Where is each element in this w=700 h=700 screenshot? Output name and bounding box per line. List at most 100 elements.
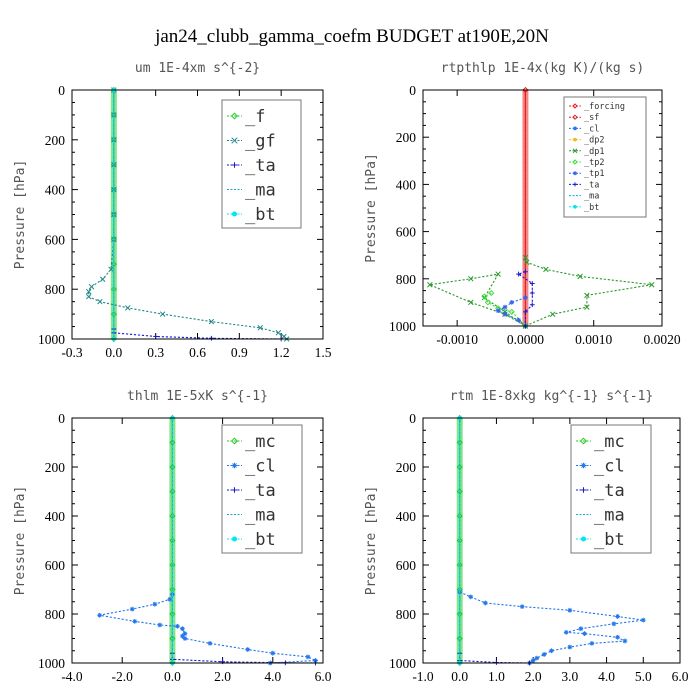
legend-marker [572,159,578,165]
series-point [468,594,474,600]
panel-title: thlm 1E-5xK s^{-1} [127,389,268,404]
x-tick-label: 0.6 [189,345,206,360]
series-point [209,335,214,341]
legend-marker [573,137,577,142]
series-point [152,601,158,607]
series-point [97,612,103,618]
legend: _mc _cl _ta _ma _bt [221,424,303,554]
x-tick-label: 1.2 [273,345,290,360]
x-tick-label: 0.0 [451,669,468,684]
y-tick-label: 200 [396,130,417,145]
legend-marker [573,171,577,176]
y-tick-label: 600 [396,225,417,240]
legend-marker [573,205,577,209]
plot-frame [422,417,681,664]
series-point [549,648,554,654]
x-tick-label: 0.0010 [575,332,612,347]
series-point [488,289,495,297]
series-point [529,290,535,296]
series-point [468,276,474,282]
series-point [180,626,185,632]
series-line [88,90,288,340]
series-point [313,658,318,663]
x-tick-label: -0.0010 [436,332,478,347]
legend-marker [230,112,239,120]
x-tick-label: 0.0 [164,669,181,684]
legend-marker [573,126,577,131]
x-tick-label: 1.0 [488,669,505,684]
series-point [516,317,521,323]
chart-panel-2: rtpthlp 1E-4x(kg K)/(kg s) Pressure [hPa]… [364,61,681,347]
legend-label: _dp2 [584,136,604,146]
x-tick-label: 0.0020 [643,332,680,347]
y-tick-label: 200 [396,460,417,475]
y-tick-label: 1000 [38,656,65,671]
legend-label: _ma [245,180,276,200]
y-tick-label: 400 [45,509,66,524]
series-point [125,305,131,311]
panel-title: rtm 1E-8xkg kg^{-1} s^{-1} [450,389,654,404]
series-point [615,634,620,640]
legend-marker [572,148,578,154]
series-point [182,631,188,636]
y-axis-label: Pressure [hPa] [13,486,28,596]
legend: _forcing_sf_cl _dp2_dp1_tp2_tp1_ta _ma_bt [563,96,647,218]
series-point [85,288,92,295]
series-point [85,293,92,300]
series-point [180,633,185,639]
y-tick-label: 1000 [38,332,65,347]
y-tick-label: 1000 [389,656,416,671]
legend-marker [231,487,238,493]
legend-label: _ta [245,156,276,176]
series-point [523,295,528,301]
series-point [589,641,595,646]
legend-label: _ma [584,192,599,202]
legend-label: _ta [245,481,276,501]
series-point [522,254,529,261]
legend-label: _cl [245,456,276,476]
legend-marker [572,103,578,109]
series-point [153,334,159,339]
series-point [523,309,528,315]
y-tick-label: 800 [45,607,66,622]
series-bt [170,415,175,666]
series-point [132,618,138,624]
series-point [305,654,311,660]
panel-title: um 1E-4xm s^{-2} [135,61,260,76]
y-tick-label: 400 [396,509,417,524]
series-line [459,653,530,664]
legend-box [221,424,303,554]
series-point [88,283,95,290]
series-point [549,311,556,317]
legend-label: _ta [584,180,599,190]
panels: um 1E-4xm s^{-2} Pressure [hPa] 0 200 400 600… [13,61,689,684]
series-point [502,304,508,310]
legend-label: _tp1 [584,169,604,179]
series-point [524,259,530,266]
series-dp1 [427,254,655,329]
legend-label: _bt [245,205,276,225]
legend-box [563,96,647,218]
series-point [582,631,587,636]
series-point [108,266,114,273]
series-point [584,292,590,299]
series-point [611,621,617,627]
series-point [484,299,491,306]
legend-marker [580,487,587,493]
x-tick-label: 0.3 [147,345,164,360]
legend-marker [580,536,587,542]
y-tick-label: 0 [58,83,65,98]
x-tick-label: 1.5 [315,345,332,360]
y-tick-label: 200 [45,133,66,148]
series-point [495,271,501,277]
series-point [577,273,583,280]
series-point [567,607,573,613]
legend-label: _gf [245,131,276,151]
series-point [97,298,103,305]
series-point [99,276,106,282]
x-tick-label: 0.0 [105,345,122,360]
y-tick-label: 200 [45,460,66,475]
series-point [270,650,276,656]
y-tick-label: 1000 [389,319,416,334]
series-point [516,271,521,277]
